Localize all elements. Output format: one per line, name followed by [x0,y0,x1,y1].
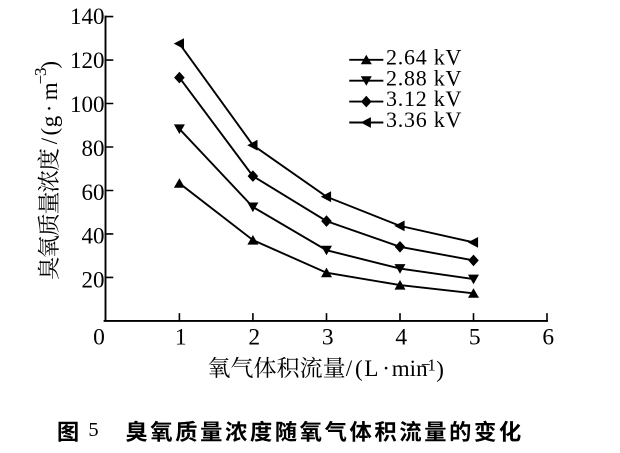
svg-text:·: · [382,356,390,381]
svg-text:−: − [31,75,50,85]
svg-text:1: 1 [175,325,187,351]
svg-text:4: 4 [395,325,407,351]
svg-text:3: 3 [31,68,50,77]
svg-text:/: / [346,356,353,381]
svg-text:140: 140 [70,4,105,29]
svg-text:120: 120 [70,48,105,73]
svg-text:100: 100 [70,92,105,117]
svg-text:(: ( [355,356,363,381]
svg-text:m: m [37,82,62,100]
svg-text:1: 1 [427,355,436,374]
svg-text:80: 80 [82,136,105,161]
svg-text:20: 20 [82,268,105,293]
svg-text:·: · [37,105,62,113]
svg-text:(: ( [37,128,62,136]
svg-text:3.12 kV: 3.12 kV [386,86,462,111]
svg-text:3.36 kV: 3.36 kV [386,107,462,132]
svg-text:5: 5 [88,419,98,441]
svg-text:2: 2 [248,325,260,351]
svg-text:40: 40 [82,224,105,249]
svg-text:g: g [37,115,62,127]
svg-text:6: 6 [542,325,554,351]
svg-text:3: 3 [322,325,334,351]
svg-text:2.88 kV: 2.88 kV [386,65,462,90]
svg-text:60: 60 [82,180,105,205]
svg-text:−: − [421,355,431,374]
svg-text:): ) [436,357,444,382]
svg-text:2.64 kV: 2.64 kV [386,44,462,69]
svg-text:5: 5 [469,325,481,351]
svg-text:0: 0 [93,325,105,351]
svg-text:/: / [37,137,62,144]
svg-text:L: L [364,356,378,381]
svg-text:min: min [392,356,428,381]
svg-text:): ) [37,61,62,69]
